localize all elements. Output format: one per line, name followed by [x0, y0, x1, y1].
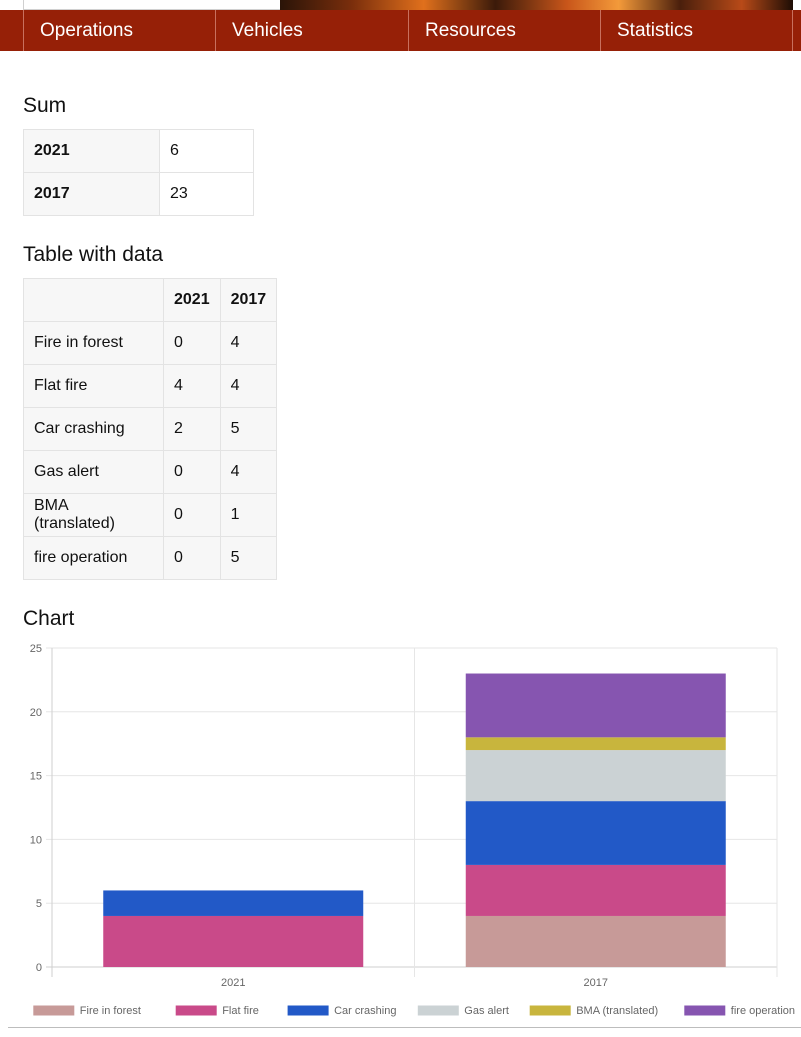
row-label: BMA (translated): [23, 493, 164, 537]
sum-year-cell: 2021: [23, 129, 160, 173]
legend-swatch: [174, 1004, 218, 1017]
table-row: 2021 6: [23, 129, 254, 173]
value-2021: 0: [163, 493, 221, 537]
bar-segment: [465, 750, 726, 802]
row-label: fire operation: [23, 536, 164, 580]
table-header-row: 2021 2017: [23, 278, 278, 322]
value-2021: 2: [163, 407, 221, 451]
value-2017: 1: [219, 493, 278, 537]
value-2021: 0: [163, 321, 221, 365]
x-tick-label: 2017: [584, 977, 608, 989]
value-2017: 4: [219, 321, 278, 365]
chart-legend: Fire in forest Flat fire Car crashing Gas a…: [32, 1004, 795, 1017]
value-2017: 5: [219, 407, 278, 451]
value-2017: 4: [219, 450, 278, 494]
legend-swatch: [286, 1004, 330, 1017]
legend-label: fire operation: [731, 1005, 795, 1017]
table-row: 2017 23: [23, 172, 254, 216]
sum-value-cell: 23: [159, 172, 254, 216]
value-2021: 4: [163, 364, 221, 408]
legend-swatch: [683, 1004, 727, 1017]
data-table-heading: Table with data: [23, 243, 164, 266]
legend-label: Car crashing: [334, 1005, 396, 1017]
y-tick-label: 15: [30, 771, 42, 783]
header-banner: [0, 0, 801, 10]
legend-label: Fire in forest: [80, 1005, 141, 1017]
sum-heading: Sum: [23, 94, 67, 117]
nav-item-resources[interactable]: Resources: [408, 10, 601, 51]
row-label: Flat fire: [23, 364, 164, 408]
header-fire-image: [280, 0, 793, 10]
main-nav: Operations Vehicles Resources Statistics: [0, 10, 801, 51]
sum-value-cell: 6: [159, 129, 254, 173]
column-header: 2017: [219, 278, 278, 322]
y-tick-label: 5: [36, 898, 42, 910]
row-label: Fire in forest: [23, 321, 164, 365]
bar-segment: [465, 801, 726, 865]
table-row: Fire in forest 0 4: [23, 321, 278, 365]
bar-segment: [465, 864, 726, 916]
data-table: 2021 2017 Fire in forest 0 4 Flat fire 4…: [23, 278, 278, 580]
row-label: Gas alert: [23, 450, 164, 494]
column-header: [23, 278, 164, 322]
sum-table: 2021 6 2017 23: [23, 129, 254, 216]
row-label: Car crashing: [23, 407, 164, 451]
y-tick-label: 0: [36, 962, 42, 974]
nav-item-vehicles[interactable]: Vehicles: [215, 10, 408, 51]
page-divider: [8, 1027, 801, 1028]
legend-swatch: [32, 1004, 76, 1017]
bar-segment: [465, 915, 726, 967]
bar-segment: [465, 737, 726, 751]
table-row: Gas alert 0 4: [23, 450, 278, 494]
table-row: BMA (translated) 0 1: [23, 493, 278, 537]
y-tick-label: 20: [30, 707, 42, 719]
x-tick-label: 2021: [221, 977, 245, 989]
y-tick-label: 10: [30, 834, 42, 846]
y-tick-label: 25: [30, 643, 42, 655]
table-row: fire operation 0 5: [23, 536, 278, 580]
nav-item-statistics[interactable]: Statistics: [600, 10, 793, 51]
bar-segment: [103, 890, 364, 916]
legend-label: BMA (translated): [576, 1005, 658, 1017]
value-2021: 0: [163, 450, 221, 494]
value-2017: 4: [219, 364, 278, 408]
bar-segment: [465, 673, 726, 738]
column-header: 2021: [163, 278, 221, 322]
table-row: Flat fire 4 4: [23, 364, 278, 408]
bar-segment: [103, 915, 364, 967]
nav-divider: [792, 10, 793, 51]
table-row: Car crashing 2 5: [23, 407, 278, 451]
legend-label: Flat fire: [222, 1005, 259, 1017]
legend-label: Gas alert: [464, 1005, 509, 1017]
value-2017: 5: [219, 536, 278, 580]
legend-swatch: [416, 1004, 460, 1017]
chart-bars: [103, 673, 726, 967]
header-logo-area: [23, 0, 281, 10]
nav-item-operations[interactable]: Operations: [23, 10, 216, 51]
sum-year-cell: 2017: [23, 172, 160, 216]
value-2021: 0: [163, 536, 221, 580]
legend-swatch: [528, 1004, 572, 1017]
chart-heading: Chart: [23, 607, 75, 630]
